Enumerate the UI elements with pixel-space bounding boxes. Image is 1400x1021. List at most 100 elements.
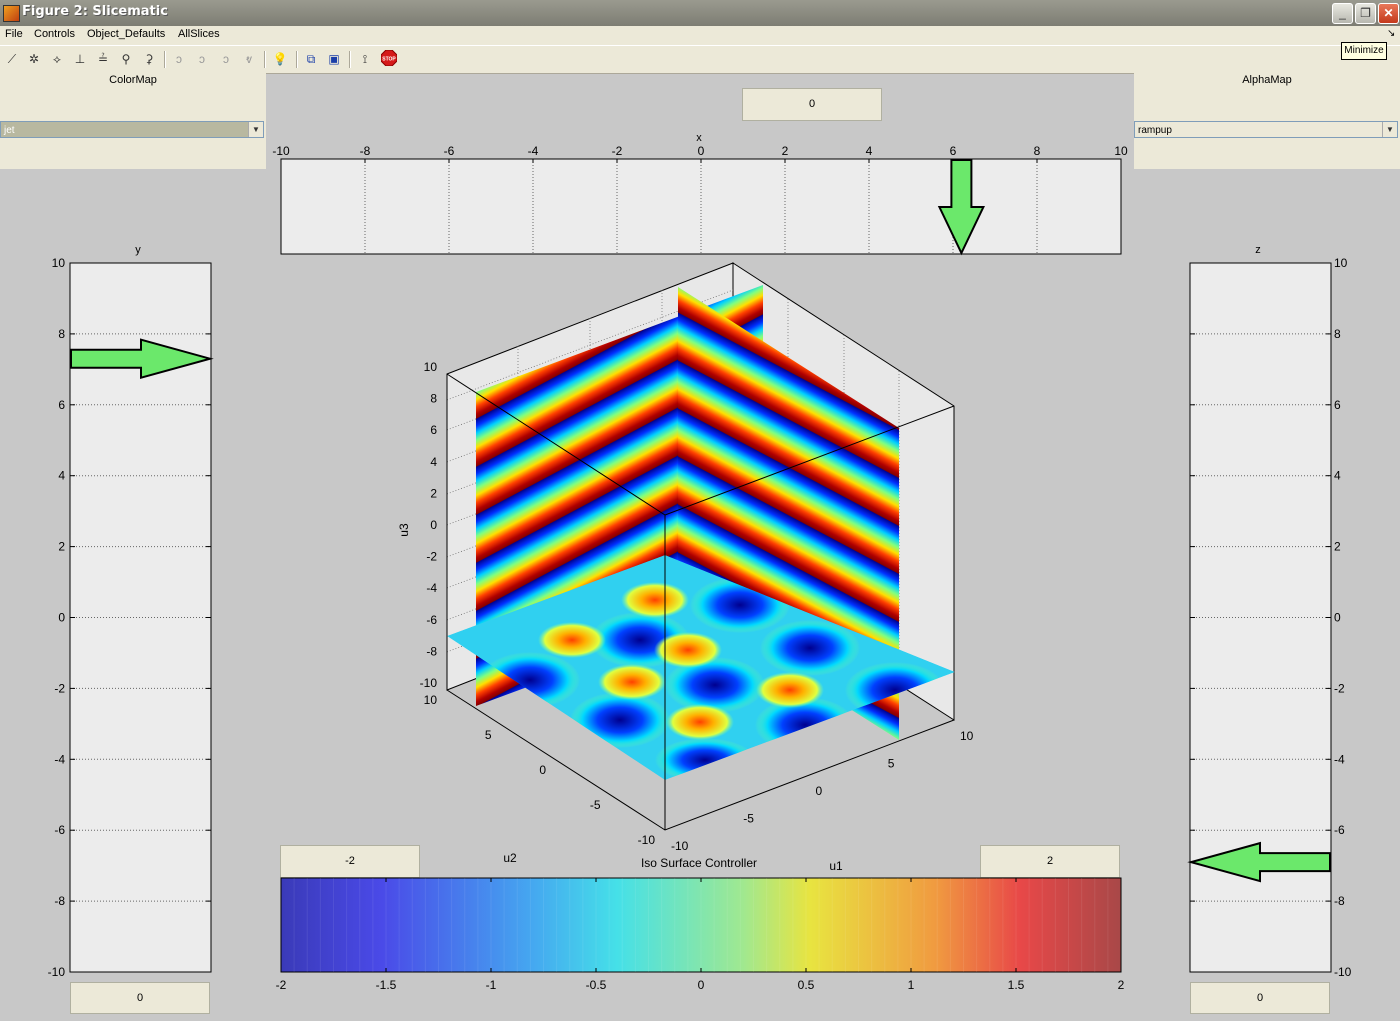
u1-axis-label: u1: [829, 859, 843, 873]
stop-icon[interactable]: STOP: [380, 49, 398, 68]
texture-view-icon[interactable]: ▣: [328, 52, 340, 66]
slice-tool-icon[interactable]: ⊥: [74, 52, 86, 66]
x-value-box[interactable]: 0: [742, 88, 882, 121]
z-tick-label: -10: [1334, 965, 1352, 979]
z-tick-label: -4: [1334, 752, 1345, 766]
svg-text:STOP: STOP: [382, 57, 396, 63]
x-tick-label: 0: [698, 144, 705, 158]
slice-x-icon[interactable]: ⟋: [7, 52, 17, 66]
z-slider[interactable]: 10 8 6 4 2 0 -2 -4 -6 -8 -10 z: [1187, 244, 1352, 979]
window-titlebar[interactable]: Figure 2: Slicematic _ ❐ ✕: [0, 0, 1400, 26]
slice-plane-z: [447, 555, 955, 780]
y-tick-label: -8: [54, 894, 65, 908]
iso-tick-label: 0: [698, 978, 705, 992]
z-slider-arrow[interactable]: [1187, 841, 1331, 883]
z-tick-label: -2: [1334, 681, 1345, 695]
iso-surface-controller[interactable]: Iso Surface Controller -2 -1.5 -1 -0.5 0 0.5 1…: [276, 856, 1125, 992]
u2-tick-label: 5: [485, 728, 492, 742]
u3-tick-label: -2: [426, 550, 437, 564]
u3-axis-label: u3: [397, 523, 411, 537]
x-tick-label: 4: [866, 144, 873, 158]
iso-title: Iso Surface Controller: [641, 856, 757, 870]
u1-tick-label: -10: [671, 839, 689, 853]
y-value-box[interactable]: 0: [70, 982, 210, 1014]
isosurface-tool-icon[interactable]: ↄ: [223, 52, 229, 66]
menu-object-defaults[interactable]: Object_Defaults: [87, 28, 166, 40]
slice-tool-icon[interactable]: ⚳: [144, 52, 154, 66]
alphamap-label: AlphaMap: [1242, 74, 1292, 86]
toolbar: ⟋ ✲ ⟡ ⊥ ≟ ⚲ ⚳ ↄ ↄ ↄ ⱴ 💡 ⧉ ▣ ⟟ STOP: [0, 45, 1400, 74]
slice-y-icon[interactable]: ✲: [28, 52, 40, 66]
z-tick-label: -8: [1334, 894, 1345, 908]
isosurface-tool-icon[interactable]: ↄ: [176, 52, 182, 66]
u3-tick-label: 0: [430, 518, 437, 532]
u3-tick-label: -4: [426, 581, 437, 595]
x-tick-label: 6: [950, 144, 957, 158]
z-tick-label: -6: [1334, 823, 1345, 837]
u3-tick-label: -10: [420, 676, 438, 690]
minimize-tooltip: Minimize: [1341, 42, 1387, 60]
colormap-select[interactable]: jet ▼: [0, 121, 264, 138]
close-button[interactable]: ✕: [1378, 3, 1399, 24]
u2-tick-label: 0: [539, 763, 546, 777]
x-slider-arrow[interactable]: [937, 159, 985, 256]
menu-allslices[interactable]: AllSlices: [178, 28, 220, 40]
y-slider[interactable]: 10 8 6 4 2 0 -2 -4 -6 -8 -10 y: [48, 244, 214, 979]
restore-button[interactable]: ❐: [1355, 3, 1376, 24]
u1-tick-label: 5: [888, 757, 895, 771]
chevron-down-icon[interactable]: ▼: [1382, 122, 1397, 137]
u2-tick-label: 10: [424, 693, 438, 707]
u1-tick-label: 0: [816, 784, 823, 798]
y-axis-label: y: [135, 244, 141, 256]
y-slider-arrow[interactable]: [70, 338, 214, 380]
animate-icon[interactable]: ⟟: [362, 52, 368, 66]
z-tick-label: 10: [1334, 256, 1348, 270]
iso-max-box[interactable]: 2: [980, 845, 1120, 878]
y-tick-label: 8: [58, 327, 65, 341]
x-tick-label: -4: [528, 144, 539, 158]
alphamap-select[interactable]: rampup ▼: [1134, 121, 1398, 138]
u2-tick-label: -10: [638, 833, 656, 847]
z-tick-label: 8: [1334, 327, 1341, 341]
x-tick-label: 8: [1034, 144, 1041, 158]
z-tick-label: 2: [1334, 540, 1341, 554]
slice-3d-axes[interactable]: 10 8 6 4 2 0 -2 -4 -6 -8 -10 10 5 0 -5 -10 -10 -5 0 5 10 u…: [397, 262, 974, 873]
minimize-button[interactable]: _: [1332, 3, 1353, 24]
x-tick-label: -6: [444, 144, 455, 158]
cube-view-icon[interactable]: ⧉: [306, 52, 316, 66]
y-tick-label: 10: [52, 256, 66, 270]
z-value-box[interactable]: 0: [1190, 982, 1330, 1014]
menu-dock-arrow-icon[interactable]: ↘: [1387, 28, 1396, 39]
iso-colorbar[interactable]: [280, 877, 1122, 973]
x-slider[interactable]: -10 -8 -6 -4 -2 0 2 4 6 8 10 x: [272, 132, 1128, 256]
slice-tool-icon[interactable]: ≟: [97, 52, 109, 66]
menu-file[interactable]: File: [5, 28, 23, 40]
u1-tick-label: -5: [743, 812, 754, 826]
y-tick-label: 4: [58, 469, 65, 483]
y-tick-label: 0: [58, 611, 65, 625]
slice-z-icon[interactable]: ⟡: [53, 52, 61, 66]
colormap-panel: ColorMap jet ▼: [0, 73, 266, 169]
y-tick-label: -4: [54, 752, 65, 766]
alphamap-panel: AlphaMap rampup ▼: [1134, 73, 1400, 169]
iso-tick-label: 1.5: [1008, 978, 1025, 992]
slice-tool-icon[interactable]: ⚲: [121, 52, 131, 66]
u3-tick-label: 10: [424, 360, 438, 374]
isosurface-tool-icon[interactable]: ↄ: [199, 52, 205, 66]
isosurface-tool-icon[interactable]: ⱴ: [246, 52, 252, 66]
z-axis-label: z: [1255, 244, 1261, 256]
iso-tick-label: 2: [1118, 978, 1125, 992]
u3-tick-label: -6: [426, 613, 437, 627]
u3-tick-label: 4: [430, 455, 437, 469]
colormap-label: ColorMap: [109, 74, 157, 86]
light-bulb-icon[interactable]: 💡: [272, 52, 288, 66]
chevron-down-icon[interactable]: ▼: [248, 122, 263, 137]
menu-controls[interactable]: Controls: [34, 28, 75, 40]
u1-tick-label: 10: [960, 729, 974, 743]
matlab-icon: [3, 5, 20, 22]
u3-tick-label: 6: [430, 423, 437, 437]
u3-tick-label: -8: [426, 644, 437, 658]
u2-axis-label: u2: [503, 851, 517, 865]
iso-tick-label: -2: [276, 978, 287, 992]
